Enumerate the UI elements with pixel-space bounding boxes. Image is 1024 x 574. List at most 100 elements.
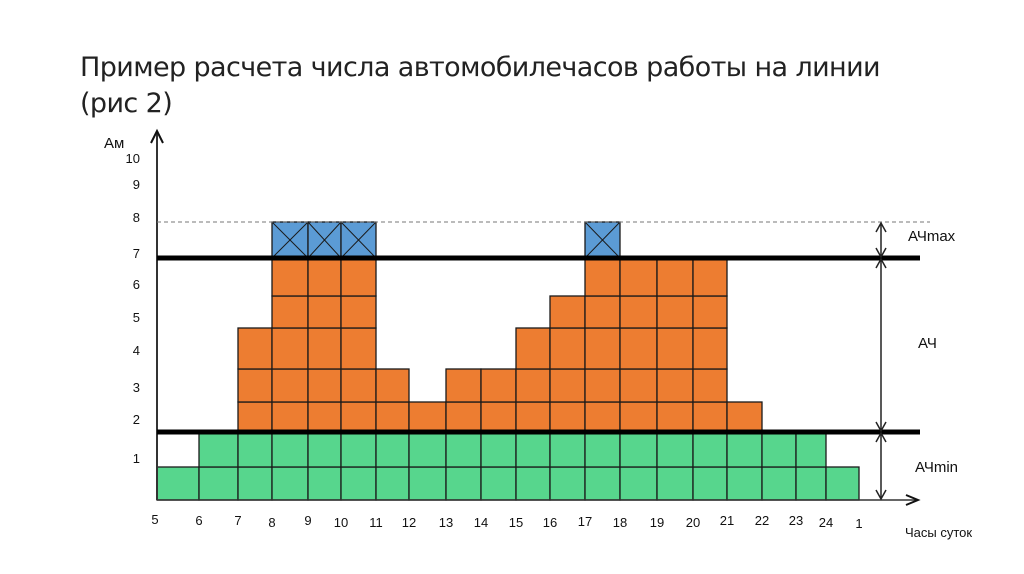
x-tick-label: 11 bbox=[369, 515, 383, 530]
x-tick-label: 23 bbox=[789, 513, 803, 528]
bar-cell-АЧmin bbox=[656, 466, 694, 501]
bar-cell-АЧ bbox=[619, 401, 658, 433]
hatch-line bbox=[340, 221, 377, 259]
bar-cell-АЧmin bbox=[307, 466, 342, 501]
y-tick-label: 8 bbox=[133, 210, 140, 225]
x-tick-label: 12 bbox=[402, 515, 416, 530]
bar-cell-АЧ bbox=[692, 368, 728, 403]
x-tick-label: 18 bbox=[613, 515, 627, 530]
bar-cell-АЧ bbox=[375, 401, 410, 433]
bar-cell-АЧ bbox=[619, 327, 658, 370]
arrow-up-icon bbox=[875, 221, 887, 233]
bar-cell-АЧ bbox=[692, 327, 728, 370]
bar-cell-АЧ bbox=[271, 295, 309, 329]
x-tick-label: 22 bbox=[755, 513, 769, 528]
bar-cell-АЧ bbox=[656, 401, 694, 433]
bar-cell-АЧ bbox=[619, 368, 658, 403]
bar-cell-АЧ bbox=[408, 401, 447, 433]
y-tick-label: 6 bbox=[133, 277, 140, 292]
bar-cell-АЧ bbox=[619, 257, 658, 297]
bar-cell-АЧ bbox=[656, 257, 694, 297]
hatch-line bbox=[307, 221, 342, 259]
bar-cell-АЧmin bbox=[408, 431, 447, 468]
bar-cell-АЧmin bbox=[825, 466, 860, 501]
x-tick-label: 13 bbox=[439, 515, 453, 530]
bar-cell-АЧmin bbox=[480, 431, 517, 468]
bar-cell-АЧ bbox=[584, 401, 621, 433]
bar-cell-АЧ bbox=[480, 401, 517, 433]
bar-cell-АЧ bbox=[656, 327, 694, 370]
bar-cell-АЧmin bbox=[271, 466, 309, 501]
annotation-label: АЧmin bbox=[915, 459, 958, 476]
y-tick-label: 10 bbox=[126, 151, 140, 166]
bar-cell-АЧ bbox=[515, 327, 551, 370]
y-axis-arrow-icon bbox=[150, 128, 164, 144]
x-tick-label: 6 bbox=[195, 513, 202, 528]
bar-cell-АЧmin bbox=[375, 466, 410, 501]
bar-cell-АЧ bbox=[340, 401, 377, 433]
x-tick-label: 21 bbox=[720, 513, 734, 528]
bar-cell-АЧ bbox=[549, 401, 586, 433]
bar-cell-АЧ bbox=[584, 368, 621, 403]
x-tick-label: 24 bbox=[819, 515, 833, 530]
bar-cell-АЧ bbox=[340, 368, 377, 403]
bar-cell-АЧ bbox=[307, 401, 342, 433]
x-tick-label: 8 bbox=[268, 515, 275, 530]
bar-cell-АЧ bbox=[584, 327, 621, 370]
bar-cell-АЧmin bbox=[515, 466, 551, 501]
bar-cell-АЧ bbox=[307, 295, 342, 329]
bar-cell-АЧmin bbox=[726, 431, 763, 468]
bar-cell-АЧ bbox=[237, 401, 273, 433]
bar-cell-АЧ bbox=[692, 257, 728, 297]
bar-cell-АЧ bbox=[584, 257, 621, 297]
arrow-down-icon bbox=[875, 489, 887, 501]
bar-cell-АЧmin bbox=[692, 431, 728, 468]
x-tick-label: 7 bbox=[234, 513, 241, 528]
bar-cell-АЧmin bbox=[480, 466, 517, 501]
bar-cell-АЧmin bbox=[198, 431, 239, 468]
y-axis-label: Ам bbox=[104, 135, 124, 152]
bar-cell-АЧ bbox=[480, 368, 517, 403]
arrow-up-icon bbox=[875, 431, 887, 443]
page-title: Пример расчета числа автомобилечасов раб… bbox=[80, 52, 881, 119]
arrow-down-icon bbox=[875, 421, 887, 433]
x-tick-label: 10 bbox=[334, 515, 348, 530]
x-tick-label: 19 bbox=[650, 515, 664, 530]
bar-cell-АЧ bbox=[271, 401, 309, 433]
bar-cell-АЧmin bbox=[761, 431, 797, 468]
bar-cell-АЧmin bbox=[408, 466, 447, 501]
bar-cell-АЧmin bbox=[692, 466, 728, 501]
bar-cell-АЧ bbox=[692, 295, 728, 329]
annotation-label: АЧ bbox=[918, 335, 937, 352]
bar-cell-АЧmin bbox=[340, 431, 377, 468]
bar-cell-АЧ bbox=[515, 368, 551, 403]
bar-cell-АЧ bbox=[237, 368, 273, 403]
arrow-up-icon bbox=[875, 257, 887, 269]
bar-cell-АЧ bbox=[237, 327, 273, 370]
bar-cell-АЧ bbox=[340, 257, 377, 297]
bar-cell-АЧmin bbox=[656, 431, 694, 468]
bar-cell-АЧ bbox=[340, 327, 377, 370]
hatch-line bbox=[584, 221, 621, 259]
x-tick-label: 15 bbox=[509, 515, 523, 530]
y-tick-label: 4 bbox=[133, 343, 140, 358]
bar-cell-АЧmin bbox=[515, 431, 551, 468]
x-tick-label: 9 bbox=[304, 513, 311, 528]
bar-cell-АЧmin bbox=[549, 431, 586, 468]
bar-cell-АЧ bbox=[549, 368, 586, 403]
y-tick-label: 3 bbox=[133, 380, 140, 395]
x-axis-label: Часы суток bbox=[905, 525, 972, 540]
bar-cell-АЧ bbox=[271, 257, 309, 297]
bar-cell-АЧmin bbox=[375, 431, 410, 468]
y-tick-label: 7 bbox=[133, 246, 140, 261]
x-tick-label: 14 bbox=[474, 515, 488, 530]
bar-cell-АЧ bbox=[656, 368, 694, 403]
bars-group bbox=[156, 221, 860, 501]
bar-cell-АЧmin bbox=[307, 431, 342, 468]
bar-cell-АЧ bbox=[549, 295, 586, 329]
bar-cell-АЧmin bbox=[445, 466, 482, 501]
bar-cell-АЧmin bbox=[795, 466, 827, 501]
x-tick-label: 5 bbox=[151, 512, 158, 527]
